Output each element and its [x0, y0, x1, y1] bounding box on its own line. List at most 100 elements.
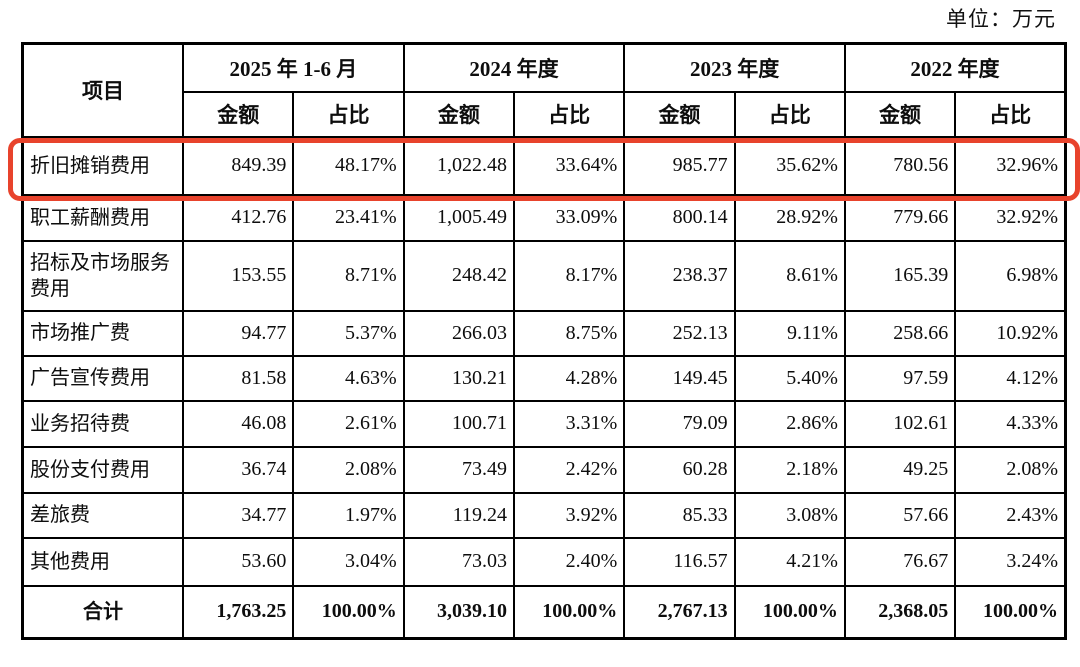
- cell-amount: 102.61: [843, 399, 957, 448]
- cell-ratio: 8.75%: [512, 309, 626, 357]
- cell-ratio: 100.00%: [733, 584, 846, 640]
- table-row-salary: 职工薪酬费用 412.76 23.41% 1,005.49 33.09% 800…: [21, 193, 1067, 242]
- table-row-total: 合计 1,763.25 100.00% 3,039.10 100.00% 2,7…: [21, 584, 1067, 640]
- cell-ratio: 2.61%: [292, 399, 405, 448]
- cell-ratio: 6.98%: [954, 239, 1067, 312]
- cell-amount: 73.03: [402, 536, 516, 587]
- header-period-2025h1: 2025 年 1-6 月: [182, 42, 405, 93]
- cell-ratio: 9.11%: [733, 309, 846, 357]
- cell-amount: 1,005.49: [402, 193, 516, 242]
- cell-amount: 36.74: [182, 445, 295, 494]
- cell-ratio: 8.17%: [512, 239, 626, 312]
- cell-amount: 412.76: [182, 193, 295, 242]
- cell-amount: 780.56: [843, 135, 957, 196]
- table-row-depreciation: 折旧摊销费用 849.39 48.17% 1,022.48 33.64% 985…: [21, 135, 1067, 196]
- cell-ratio: 48.17%: [292, 135, 405, 196]
- cell-ratio: 32.92%: [954, 193, 1067, 242]
- cell-ratio: 5.37%: [292, 309, 405, 357]
- cell-amount: 116.57: [623, 536, 736, 587]
- header-row-measures: 金额 占比 金额 占比 金额 占比 金额 占比: [23, 90, 1067, 138]
- cell-ratio: 3.31%: [512, 399, 626, 448]
- cell-ratio: 35.62%: [733, 135, 846, 196]
- cell-amount: 2,767.13: [623, 584, 736, 640]
- cell-amount: 153.55: [182, 239, 295, 312]
- table-row-share-payment: 股份支付费用 36.74 2.08% 73.49 2.42% 60.28 2.1…: [21, 445, 1067, 494]
- cell-ratio: 8.61%: [733, 239, 846, 312]
- cell-ratio: 33.64%: [512, 135, 626, 196]
- cell-ratio: 3.92%: [512, 491, 626, 539]
- row-label-total: 合计: [21, 584, 185, 640]
- cell-amount: 985.77: [623, 135, 736, 196]
- header-amount: 金额: [623, 90, 736, 138]
- cell-amount: 1,022.48: [402, 135, 516, 196]
- cell-ratio: 100.00%: [292, 584, 405, 640]
- table-row-business-entertainment: 业务招待费 46.08 2.61% 100.71 3.31% 79.09 2.8…: [21, 399, 1067, 448]
- cell-ratio: 2.43%: [954, 491, 1067, 539]
- cell-amount: 46.08: [182, 399, 295, 448]
- row-label: 股份支付费用: [21, 445, 185, 494]
- table-row-travel: 差旅费 34.77 1.97% 119.24 3.92% 85.33 3.08%…: [21, 491, 1067, 539]
- cell-amount: 73.49: [402, 445, 516, 494]
- expense-table-container: 项目 2025 年 1-6 月 2024 年度 2023 年度 2022 年度 …: [8, 42, 1080, 640]
- table-row-market-promotion: 市场推广费 94.77 5.37% 266.03 8.75% 252.13 9.…: [21, 309, 1067, 357]
- cell-amount: 57.66: [843, 491, 957, 539]
- cell-ratio: 2.18%: [733, 445, 846, 494]
- cell-amount: 165.39: [843, 239, 957, 312]
- cell-ratio: 2.08%: [954, 445, 1067, 494]
- cell-amount: 149.45: [623, 354, 736, 402]
- header-amount: 金额: [402, 90, 516, 138]
- table-row-advertising: 广告宣传费用 81.58 4.63% 130.21 4.28% 149.45 5…: [21, 354, 1067, 402]
- header-ratio: 占比: [512, 90, 626, 138]
- header-amount: 金额: [182, 90, 295, 138]
- cell-ratio: 1.97%: [292, 491, 405, 539]
- cell-ratio: 4.12%: [954, 354, 1067, 402]
- cell-amount: 53.60: [182, 536, 295, 587]
- cell-ratio: 2.08%: [292, 445, 405, 494]
- cell-ratio: 3.24%: [954, 536, 1067, 587]
- header-ratio: 占比: [292, 90, 405, 138]
- cell-ratio: 5.40%: [733, 354, 846, 402]
- cell-amount: 779.66: [843, 193, 957, 242]
- cell-amount: 238.37: [623, 239, 736, 312]
- header-period-2024: 2024 年度: [402, 42, 626, 93]
- row-label: 职工薪酬费用: [21, 193, 185, 242]
- cell-ratio: 4.28%: [512, 354, 626, 402]
- table-row-other: 其他费用 53.60 3.04% 73.03 2.40% 116.57 4.21…: [21, 536, 1067, 587]
- cell-amount: 85.33: [623, 491, 736, 539]
- cell-ratio: 2.42%: [512, 445, 626, 494]
- header-ratio: 占比: [733, 90, 846, 138]
- cell-amount: 81.58: [182, 354, 295, 402]
- header-amount: 金额: [843, 90, 957, 138]
- cell-amount: 800.14: [623, 193, 736, 242]
- cell-amount: 94.77: [182, 309, 295, 357]
- row-label: 折旧摊销费用: [21, 135, 185, 196]
- header-ratio: 占比: [954, 90, 1067, 138]
- cell-amount: 60.28: [623, 445, 736, 494]
- row-label: 其他费用: [21, 536, 185, 587]
- cell-ratio: 28.92%: [733, 193, 846, 242]
- cell-ratio: 32.96%: [954, 135, 1067, 196]
- cell-ratio: 100.00%: [512, 584, 626, 640]
- cell-amount: 248.42: [402, 239, 516, 312]
- cell-ratio: 100.00%: [954, 584, 1067, 640]
- cell-ratio: 23.41%: [292, 193, 405, 242]
- cell-amount: 79.09: [623, 399, 736, 448]
- expense-table: 项目 2025 年 1-6 月 2024 年度 2023 年度 2022 年度 …: [21, 42, 1067, 640]
- cell-ratio: 10.92%: [954, 309, 1067, 357]
- cell-amount: 34.77: [182, 491, 295, 539]
- cell-amount: 49.25: [843, 445, 957, 494]
- header-period-2023: 2023 年度: [623, 42, 846, 93]
- cell-ratio: 4.21%: [733, 536, 846, 587]
- cell-amount: 849.39: [182, 135, 295, 196]
- cell-ratio: 33.09%: [512, 193, 626, 242]
- cell-amount: 3,039.10: [402, 584, 516, 640]
- row-label: 广告宣传费用: [21, 354, 185, 402]
- table-row-bidding-market-service: 招标及市场服务费用 153.55 8.71% 248.42 8.17% 238.…: [21, 239, 1067, 312]
- row-label: 市场推广费: [21, 309, 185, 357]
- cell-ratio: 2.86%: [733, 399, 846, 448]
- header-row-periods: 项目 2025 年 1-6 月 2024 年度 2023 年度 2022 年度: [21, 42, 1067, 138]
- row-label: 差旅费: [21, 491, 185, 539]
- header-item: 项目: [21, 42, 185, 138]
- cell-ratio: 8.71%: [292, 239, 405, 312]
